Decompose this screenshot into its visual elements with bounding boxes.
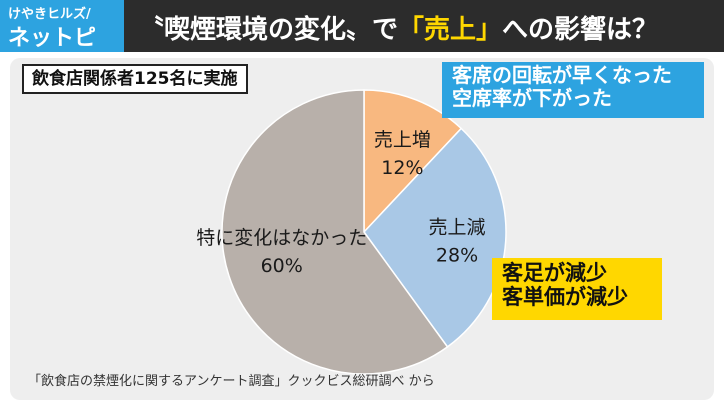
logo-bottom-text: ネットピ — [8, 26, 97, 51]
pie-slice — [221, 89, 449, 375]
pie-slices — [221, 89, 507, 375]
source-note: 「飲食店の禁煙化に関するアンケート調査」クックビス総研調べ から — [28, 374, 435, 389]
slice-value-label: 12% — [381, 157, 423, 179]
slice-value-label: 60% — [261, 255, 303, 277]
callout-up-line-1: 客席の回転が早くなった — [452, 63, 672, 87]
pie-labels: 売上増 12% 売上減 28% 特に変化はなかった 60% — [196, 129, 485, 277]
slice-label: 売上増 — [374, 129, 431, 151]
pie-slice — [363, 127, 507, 348]
callout-sales-up: 客席の回転が早くなった 空席率が下がった — [442, 62, 704, 118]
slice-value-label: 28% — [436, 244, 478, 266]
headline-post: への影響は？ — [502, 15, 659, 45]
survey-badge: 飲食店関係者125名に実施 — [22, 64, 248, 94]
slice-label: 特に変化はなかった — [196, 227, 367, 249]
callout-up-line-2: 空席率が下がった — [452, 86, 612, 110]
headline-highlight: 「売上」 — [398, 15, 503, 45]
headline: 〝喫煙環境の変化〟で「売上」への影響は？ — [138, 9, 658, 46]
slice-label: 売上減 — [429, 216, 486, 238]
header-bar: けやきヒルズ/ ネットピ 〝喫煙環境の変化〟で「売上」への影響は？ — [0, 0, 724, 52]
callout-down-line-1: 客足が減少 — [502, 261, 607, 285]
callout-sales-down: 客足が減少 客単価が減少 — [492, 258, 662, 320]
show-logo: けやきヒルズ/ ネットピ — [0, 0, 124, 52]
callout-down-line-2: 客単価が減少 — [502, 285, 628, 310]
pie-slice — [363, 89, 463, 234]
headline-pre: 〝喫煙環境の変化〟で — [138, 15, 399, 45]
logo-top-text: けやきヒルズ/ — [8, 7, 91, 22]
